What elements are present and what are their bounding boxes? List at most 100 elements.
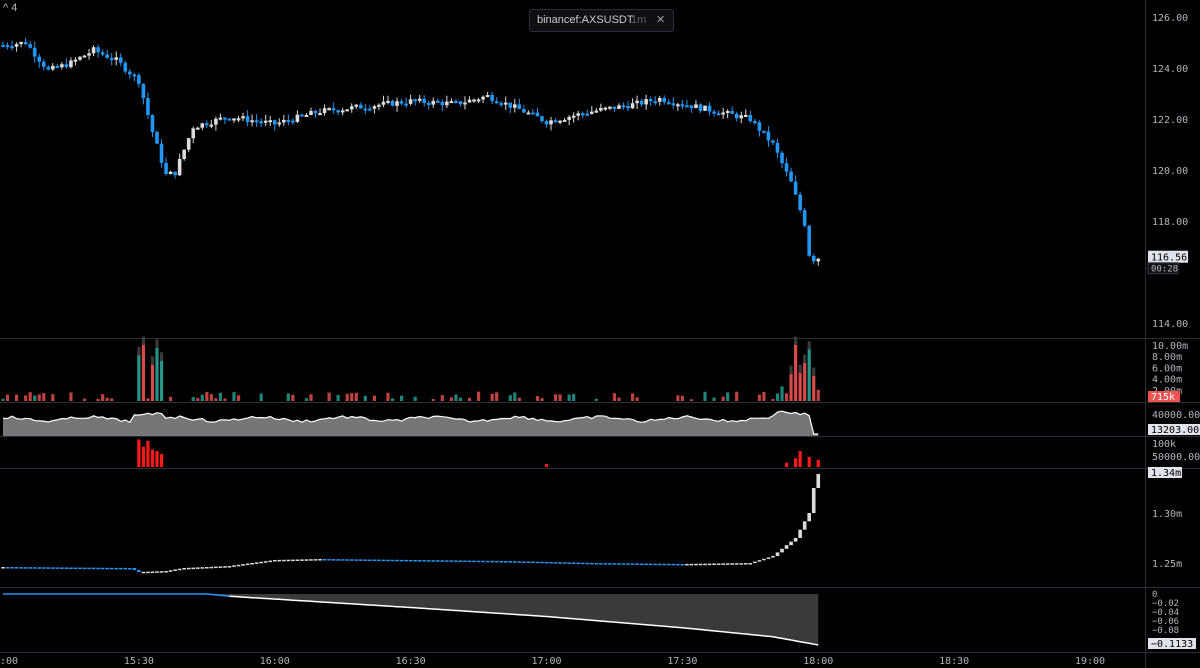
candle-body — [268, 120, 273, 123]
candle-body — [390, 100, 395, 106]
cum-oi-bar — [200, 567, 205, 569]
candle-body — [716, 113, 721, 116]
cum-oi-bar — [377, 559, 381, 562]
last-price-label: 116.56 — [1151, 253, 1187, 264]
symbol-name: binancef:AXSUSDT — [537, 14, 634, 26]
volume-bar — [789, 374, 793, 401]
cum-oi-bar — [96, 567, 100, 570]
candle-body — [141, 83, 146, 99]
candle-body — [657, 98, 662, 102]
candle-body — [472, 99, 476, 102]
cum-oi-bar — [589, 562, 594, 565]
candle-body — [186, 138, 191, 150]
candle-body — [254, 120, 259, 123]
funding-last-label-bg — [1148, 638, 1196, 649]
candle-body — [236, 118, 241, 121]
price-tick-label: 126.00 — [1152, 13, 1188, 24]
volume-bar — [309, 394, 313, 401]
close-icon[interactable]: ✕ — [656, 14, 666, 26]
candle-body — [164, 162, 168, 175]
volume-bar — [191, 397, 195, 401]
cum-oi-bar — [793, 538, 798, 542]
candle-body — [399, 101, 404, 104]
liquidation-bar — [544, 464, 549, 467]
candle-body — [544, 121, 549, 125]
symbol-legend[interactable]: binancef:AXSUSDT 1m ✕ — [529, 9, 674, 32]
candle-body — [463, 102, 467, 105]
volume-bar — [762, 391, 766, 401]
cum-oi-bar — [771, 556, 775, 558]
cum-oi-bar — [703, 563, 707, 566]
candle-body — [28, 44, 32, 48]
volume-bar — [513, 392, 517, 401]
volume-tick-label: 6.00m — [1152, 363, 1182, 374]
volume-bar — [110, 398, 114, 401]
cum-oi-bar — [494, 560, 499, 563]
cum-oi-bar — [46, 567, 51, 569]
cum-oi-bar — [137, 570, 141, 572]
candle-body — [739, 115, 744, 119]
volume-shadow-bar — [159, 352, 164, 361]
funding-tick-label: −0.08 — [1152, 626, 1179, 636]
candle-body — [517, 104, 522, 109]
candle-body — [540, 116, 544, 122]
cum-oi-bar — [657, 563, 662, 566]
candle-body — [14, 44, 19, 47]
volume-bar — [386, 392, 390, 401]
candle-body — [318, 113, 322, 116]
cum-oi-bar — [739, 563, 744, 565]
oi-tick-label: 40000.00 — [1152, 410, 1200, 421]
candle-body — [78, 56, 82, 60]
cum-oi-bar — [191, 567, 196, 570]
volume-bar — [14, 394, 19, 401]
candle-body — [241, 116, 245, 119]
candle-body — [789, 171, 793, 182]
candle-body — [703, 105, 707, 111]
cum-oi-bar — [41, 567, 46, 569]
time-tick-label: 17:00 — [531, 656, 561, 667]
volume-bar — [390, 398, 395, 401]
volume-bar — [236, 395, 241, 401]
volume-bar — [37, 394, 41, 401]
volume-bar — [345, 393, 349, 401]
candle-body — [109, 57, 114, 60]
volume-bar — [794, 345, 798, 401]
candle-body — [177, 158, 182, 176]
volume-bar — [630, 393, 635, 401]
candle-body — [173, 171, 177, 176]
price-tick-label: 120.00 — [1152, 166, 1188, 177]
cum-oi-bar — [653, 563, 657, 566]
candle-body — [232, 118, 236, 121]
cum-oi-bar — [685, 563, 689, 566]
cum-oi-bar — [386, 559, 390, 562]
volume-bar — [467, 397, 472, 401]
cum-oi-bar — [259, 561, 263, 564]
volume-bar — [689, 399, 694, 401]
collapse-toggle[interactable]: ^ 4 — [3, 2, 17, 14]
candle-body — [621, 105, 626, 108]
cum-oi-bar — [100, 567, 105, 570]
candle-body — [580, 113, 585, 116]
candle-body — [395, 101, 399, 106]
candle-body — [630, 103, 635, 109]
liquidation-bar — [816, 459, 820, 467]
cum-oi-bar — [512, 561, 517, 563]
countdown-label: 00:28 — [1151, 265, 1178, 275]
cum-oi-bar — [544, 561, 549, 564]
cum-oi-bar — [291, 559, 295, 562]
volume-bar — [553, 394, 558, 401]
candle-body — [182, 149, 186, 159]
candle-body — [571, 115, 576, 118]
volume-bar — [209, 394, 213, 401]
cum-oi-bar — [155, 571, 159, 573]
cum-oi-bar — [173, 569, 177, 571]
candle-body — [41, 61, 46, 67]
interval-label: 1m — [631, 14, 647, 26]
candle-body — [73, 59, 78, 62]
cum-oi-bar — [340, 559, 345, 561]
candle-body — [685, 105, 689, 108]
cum-oi-bar — [227, 566, 232, 568]
liq-tick-label: 50000.00 — [1152, 452, 1200, 463]
cum-oi-bar — [766, 557, 771, 559]
